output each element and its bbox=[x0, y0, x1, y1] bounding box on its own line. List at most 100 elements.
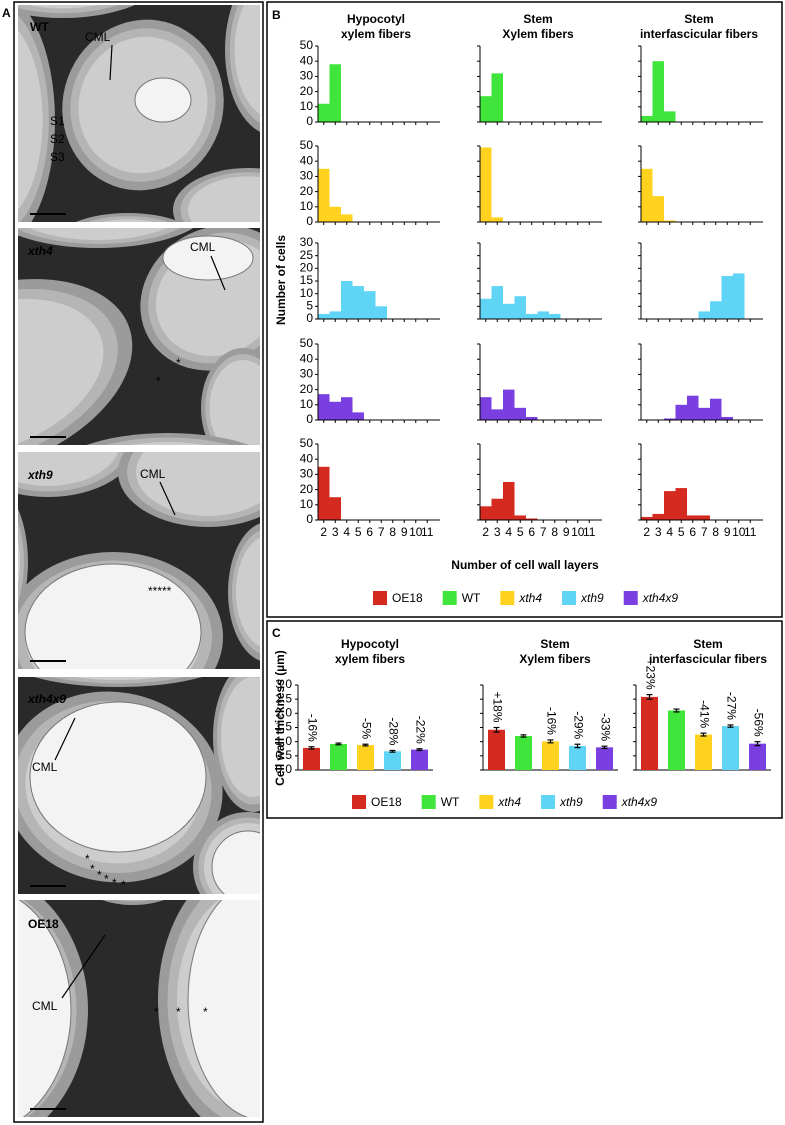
y-axis-title: Number of cells bbox=[274, 235, 288, 325]
bar bbox=[596, 747, 613, 770]
y-tick-label: 0.0 bbox=[275, 762, 292, 776]
micrograph-label: * bbox=[176, 356, 181, 370]
y-tick-label: 40 bbox=[300, 451, 314, 465]
legend-label: OE18 bbox=[371, 795, 402, 809]
bar bbox=[488, 729, 505, 770]
histogram-bar bbox=[710, 398, 722, 420]
group-title: Stem bbox=[693, 637, 722, 651]
y-tick-label: 5 bbox=[306, 299, 313, 313]
x-tick-label: 3 bbox=[655, 525, 662, 539]
histogram-bar bbox=[698, 311, 710, 319]
histogram-bar bbox=[721, 416, 733, 420]
micrograph-label: * bbox=[176, 1005, 181, 1019]
change-label: -16% bbox=[305, 714, 319, 742]
histogram-bar bbox=[526, 416, 538, 420]
x-tick-label: 5 bbox=[678, 525, 685, 539]
x-tick-label: 7 bbox=[701, 525, 708, 539]
micrograph-label: S1 bbox=[50, 114, 65, 128]
histogram-bar bbox=[526, 313, 538, 319]
y-tick-label: 20 bbox=[300, 184, 314, 198]
error-bar bbox=[727, 724, 734, 728]
column-title: xylem fibers bbox=[341, 27, 411, 41]
change-label: -33% bbox=[598, 713, 612, 741]
cell-wall-layer bbox=[52, 677, 184, 684]
error-bar bbox=[389, 749, 396, 753]
y-tick-label: 1.5 bbox=[275, 720, 292, 734]
histogram-bar bbox=[375, 306, 387, 319]
legend-label: xth9 bbox=[559, 795, 583, 809]
histogram-bar bbox=[491, 498, 503, 520]
genotype-label: WT bbox=[30, 20, 49, 34]
histogram-bar bbox=[364, 291, 376, 319]
y-tick-label: 0.5 bbox=[275, 748, 292, 762]
error-bar bbox=[673, 708, 680, 713]
lumen bbox=[211, 830, 260, 894]
x-tick-label: 10 bbox=[409, 525, 423, 539]
histogram-bar bbox=[480, 96, 492, 122]
histogram-bar bbox=[687, 395, 699, 420]
histogram-bar bbox=[675, 488, 687, 520]
micrograph-label: * bbox=[112, 876, 117, 890]
x-tick-label: 5 bbox=[517, 525, 524, 539]
histogram-bar bbox=[549, 313, 561, 319]
histogram-bar bbox=[329, 311, 341, 319]
y-tick-label: 0 bbox=[306, 214, 313, 228]
group-title: interfascicular fibers bbox=[649, 652, 767, 666]
cell-wall-layer bbox=[116, 900, 150, 902]
bar bbox=[542, 741, 559, 770]
panel-frame bbox=[13, 1, 264, 1123]
legend-label: xth4 bbox=[518, 591, 542, 605]
pointer-line bbox=[61, 934, 106, 999]
micrograph-label: ***** bbox=[148, 584, 172, 598]
legend-swatch bbox=[479, 795, 494, 809]
column-title: Xylem fibers bbox=[502, 27, 574, 41]
change-label: -28% bbox=[386, 717, 400, 745]
column-title: interfascicular fibers bbox=[640, 27, 758, 41]
x-tick-label: 4 bbox=[666, 525, 673, 539]
error-bar bbox=[601, 745, 608, 750]
y-tick-label: 40 bbox=[300, 153, 314, 167]
x-tick-label: 10 bbox=[732, 525, 746, 539]
legend-label: xth4x9 bbox=[621, 795, 658, 809]
histogram-bar bbox=[318, 313, 330, 319]
lumen bbox=[187, 900, 260, 1117]
bar bbox=[411, 749, 428, 770]
histogram-bar bbox=[480, 397, 492, 420]
histogram-bar bbox=[329, 401, 341, 420]
x-tick-label: 4 bbox=[505, 525, 512, 539]
micrograph-label: S3 bbox=[50, 150, 65, 164]
change-label: +18% bbox=[490, 691, 504, 722]
cell-wall-layer bbox=[101, 219, 155, 222]
histogram-bar bbox=[698, 515, 710, 520]
legend-label: xth4x9 bbox=[642, 591, 679, 605]
error-bar bbox=[335, 742, 342, 746]
histogram-bar bbox=[503, 482, 515, 520]
micrograph-label: CML bbox=[85, 30, 111, 44]
x-tick-label: 2 bbox=[320, 525, 327, 539]
histogram-bar bbox=[480, 506, 492, 520]
x-tick-label: 9 bbox=[563, 525, 570, 539]
y-tick-label: 10 bbox=[300, 199, 314, 213]
legend-swatch bbox=[442, 591, 457, 605]
micrograph-label: CML bbox=[32, 760, 58, 774]
panel-frame bbox=[266, 1, 783, 618]
x-tick-label: 6 bbox=[689, 525, 696, 539]
lumen bbox=[18, 900, 72, 1117]
micrograph-label: * bbox=[90, 862, 95, 876]
cell-wall-layer bbox=[18, 522, 24, 602]
y-tick-label: 30 bbox=[300, 235, 314, 249]
y-tick-label: 30 bbox=[300, 367, 314, 381]
cell-wall-layer bbox=[18, 539, 20, 585]
change-label: -41% bbox=[697, 700, 711, 728]
x-tick-label: 4 bbox=[343, 525, 350, 539]
histogram-bar bbox=[664, 111, 676, 122]
histogram-bar bbox=[480, 298, 492, 319]
cell-wall-layer bbox=[18, 30, 43, 210]
cell-wall-layer bbox=[221, 677, 260, 797]
y-tick-label: 50 bbox=[300, 38, 314, 52]
panel-label: C bbox=[272, 626, 281, 640]
lumen bbox=[24, 563, 202, 669]
histogram-bar bbox=[352, 412, 364, 420]
legend-swatch bbox=[623, 591, 638, 605]
histogram-bar bbox=[491, 409, 503, 420]
